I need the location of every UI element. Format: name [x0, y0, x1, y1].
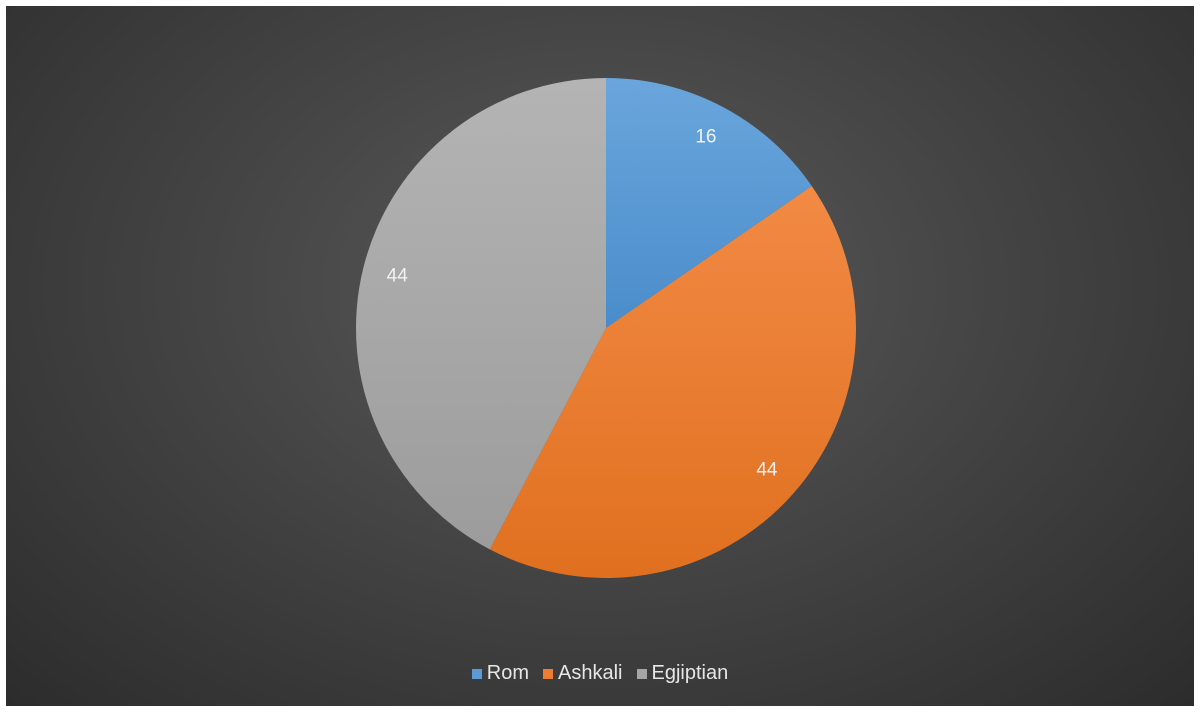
legend-swatch-egjiptian — [636, 668, 647, 679]
pie-slice-rom[interactable] — [606, 78, 812, 328]
legend: Rom Ashkali Egjiptian — [6, 662, 1194, 685]
legend-label-ashkali: Ashkali — [558, 662, 623, 684]
legend-label-rom: Rom — [486, 662, 530, 684]
legend-label-egjiptian: Egjiptian — [651, 662, 729, 684]
data-label-ashkali: 44 — [756, 460, 778, 481]
legend-item-ashkali[interactable]: Ashkali — [543, 662, 623, 685]
legend-item-egjiptian[interactable]: Egjiptian — [636, 662, 729, 685]
legend-item-rom[interactable]: Rom — [471, 662, 530, 685]
data-label-rom: 16 — [695, 127, 716, 148]
pie-slices — [356, 78, 857, 579]
legend-swatch-ashkali — [543, 668, 554, 679]
pie-data-labels: 16 44 44 — [387, 127, 778, 481]
pie-chart: 16 44 44 — [356, 78, 857, 579]
chart-area: 16 44 44 Rom Ashkali Egjiptian — [6, 6, 1194, 706]
legend-swatch-rom — [471, 668, 482, 679]
pie-slice-ashkali[interactable] — [489, 185, 857, 579]
data-label-egjiptian: 44 — [387, 266, 409, 287]
pie-slice-egjiptian[interactable] — [356, 78, 606, 550]
